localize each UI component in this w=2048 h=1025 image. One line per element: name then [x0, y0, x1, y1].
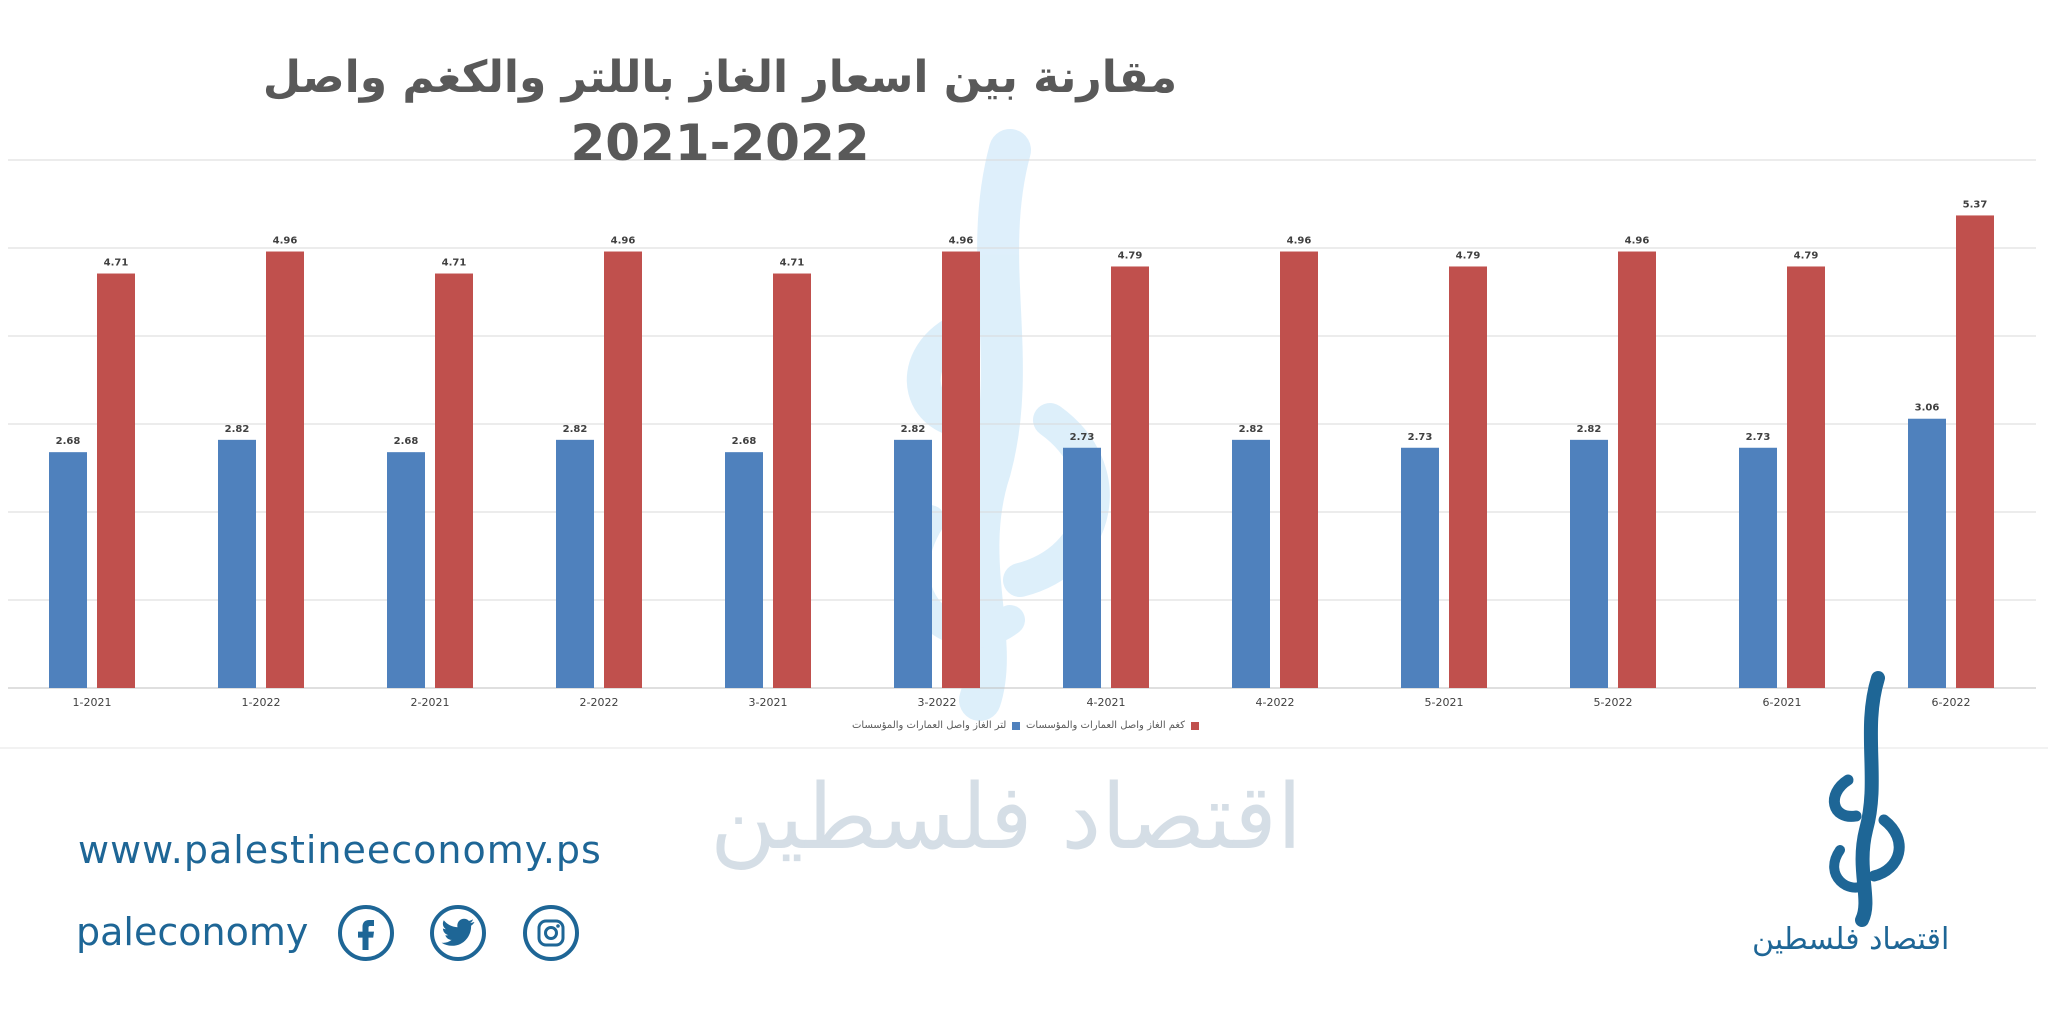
bar-blue-6-2021	[1739, 447, 1777, 688]
value-label: 4.71	[780, 258, 805, 269]
value-label: 4.71	[442, 258, 467, 269]
x-tick-label: 2-2021	[411, 696, 450, 709]
legend-swatch-red	[1191, 721, 1200, 730]
bar-blue-3-2021	[725, 452, 763, 688]
x-tick-label: 1-2022	[242, 696, 281, 709]
value-label: 4.96	[273, 236, 298, 247]
value-label: 4.79	[1794, 250, 1819, 261]
website-link[interactable]: www.palestineeconomy.ps	[78, 828, 602, 872]
value-label: 2.68	[732, 436, 757, 447]
bar-blue-5-2021	[1401, 447, 1439, 688]
value-label: 4.96	[1287, 236, 1312, 247]
brand-name: اقتصاد فلسطين	[1752, 922, 1950, 957]
x-tick-label: 2-2022	[580, 696, 619, 709]
value-label: 3.06	[1915, 403, 1940, 414]
x-tick-label: 3-2021	[749, 696, 788, 709]
bar-blue-1-2022	[218, 439, 256, 688]
bar-red-2-2022	[604, 251, 642, 688]
bar-red-1-2021	[97, 273, 135, 688]
value-label: 4.96	[949, 236, 974, 247]
value-label: 4.71	[104, 258, 129, 269]
facebook-icon[interactable]	[338, 905, 394, 961]
x-tick-label: 4-2021	[1087, 696, 1126, 709]
x-tick-label: 3-2022	[918, 696, 957, 709]
bar-red-5-2022	[1618, 251, 1656, 688]
social-handle: paleconomy	[76, 910, 309, 954]
value-label: 2.73	[1746, 432, 1771, 443]
x-tick-label: 4-2022	[1256, 696, 1295, 709]
bar-red-4-2022	[1280, 251, 1318, 688]
brand-logo-icon	[1828, 671, 1905, 927]
watermark-text: اقتصاد فلسطين	[710, 765, 1302, 870]
bar-blue-6-2022	[1908, 418, 1946, 688]
value-label: 4.96	[1625, 236, 1650, 247]
bar-blue-2-2022	[556, 439, 594, 688]
bar-blue-4-2022	[1232, 439, 1270, 688]
value-label: 2.73	[1408, 432, 1433, 443]
value-label: 4.96	[611, 236, 636, 247]
value-label: 2.68	[394, 436, 419, 447]
bar-blue-5-2022	[1570, 439, 1608, 688]
value-labels-group: 2.68 4.71 2.82 4.96 2.68 4.71 2.82 4.96 2.68 4.71…	[56, 199, 1988, 447]
twitter-icon[interactable]	[430, 905, 486, 961]
bars-group	[49, 215, 1994, 688]
x-tick-labels-group: 1-2021 1-2022 2-2021 2-2022 3-2021 3-2022 4-20…	[73, 696, 1971, 709]
bar-red-3-2021	[773, 273, 811, 688]
x-tick-label: 5-2022	[1594, 696, 1633, 709]
value-label: 2.82	[563, 424, 588, 435]
bar-blue-4-2021	[1063, 447, 1101, 688]
value-label: 2.82	[1577, 424, 1602, 435]
value-label: 2.68	[56, 436, 81, 447]
x-tick-label: 5-2021	[1425, 696, 1464, 709]
value-label: 2.82	[901, 424, 926, 435]
legend-label-red: كغم الغاز واصل العمارات والمؤسسات	[1026, 720, 1186, 731]
value-label: 2.82	[1239, 424, 1264, 435]
value-label: 4.79	[1118, 250, 1143, 261]
value-label: 5.37	[1963, 199, 1988, 210]
chart-subtitle: 2021-2022	[570, 114, 870, 172]
value-label: 2.82	[225, 424, 250, 435]
legend-item-red: كغم الغاز واصل العمارات والمؤسسات	[1026, 720, 1200, 731]
bar-red-5-2021	[1449, 266, 1487, 688]
bar-red-6-2022	[1956, 215, 1994, 688]
bar-chart: 2.68 4.71 2.82 4.96 2.68 4.71 2.82 4.96 2.68 4.71…	[0, 129, 2048, 749]
legend-swatch-blue	[1012, 721, 1021, 730]
value-label: 4.79	[1456, 250, 1481, 261]
value-label: 2.73	[1070, 432, 1095, 443]
bar-blue-2-2021	[387, 452, 425, 688]
bar-red-2-2021	[435, 273, 473, 688]
x-tick-label: 6-2022	[1932, 696, 1971, 709]
legend-label-blue: لتر الغاز واصل العمارات والمؤسسات	[852, 720, 1007, 731]
legend-item-blue: لتر الغاز واصل العمارات والمؤسسات	[852, 720, 1021, 731]
instagram-icon[interactable]	[523, 905, 579, 961]
bar-red-6-2021	[1787, 266, 1825, 688]
bar-blue-3-2022	[894, 439, 932, 688]
bar-red-1-2022	[266, 251, 304, 688]
gridlines	[8, 159, 2036, 689]
x-tick-label: 6-2021	[1763, 696, 1802, 709]
bar-red-4-2021	[1111, 266, 1149, 688]
bar-blue-1-2021	[49, 452, 87, 688]
x-tick-label: 1-2021	[73, 696, 112, 709]
bar-red-3-2022	[942, 251, 980, 688]
chart-title: مقارنة بين اسعار الغاز باللتر والكغم واص…	[262, 52, 1178, 103]
